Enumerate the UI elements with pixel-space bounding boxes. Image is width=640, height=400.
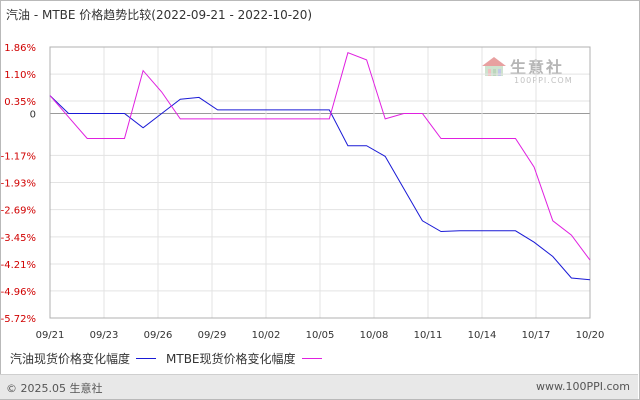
x-tick-label: 10/14 bbox=[468, 330, 497, 341]
x-tick-label: 09/29 bbox=[198, 330, 227, 341]
legend-label-gasoline: 汽油现货价格变化幅度 bbox=[10, 352, 131, 366]
legend-label-mtbe: MTBE现货价格变化幅度 bbox=[166, 352, 296, 366]
footer-bar: © 2025.05 生意社 www.100PPI.com bbox=[0, 374, 638, 399]
tick-layer: 1.86% 1.10% 0.35%0 -1.17% -1.93% -2.69% -3.45%… bbox=[1, 43, 605, 341]
y-tick-label: -5.72% bbox=[1, 314, 36, 325]
y-tick-label: -1.17% bbox=[1, 151, 36, 162]
y-tick-label: 0.35% bbox=[4, 97, 36, 108]
x-tick-label: 10/17 bbox=[522, 330, 551, 341]
footer-copyright: © 2025.05 生意社 bbox=[6, 382, 103, 395]
y-tick-label: -2.69% bbox=[1, 206, 36, 217]
y-tick-label: 1.10% bbox=[4, 70, 36, 81]
series-line-mtbe bbox=[49, 52, 591, 261]
x-tick-label: 10/20 bbox=[576, 330, 605, 341]
watermark-sub: 100PPI.COM bbox=[514, 76, 573, 85]
series-layer bbox=[49, 52, 591, 281]
y-tick-label: 0 bbox=[30, 109, 36, 120]
legend: 汽油现货价格变化幅度 MTBE现货价格变化幅度 bbox=[10, 350, 332, 367]
y-tick-label: -4.96% bbox=[1, 287, 36, 298]
x-tick-label: 10/02 bbox=[252, 330, 281, 341]
x-tick-label: 09/23 bbox=[90, 330, 119, 341]
plot-border bbox=[49, 46, 591, 319]
legend-swatch-mtbe bbox=[301, 358, 322, 359]
x-tick-label: 09/26 bbox=[144, 330, 173, 341]
y-tick-label: -4.21% bbox=[1, 260, 36, 271]
y-tick-label: -3.45% bbox=[1, 233, 36, 244]
x-tick-label: 10/11 bbox=[414, 330, 443, 341]
x-tick-label: 10/08 bbox=[360, 330, 389, 341]
chart-title: 汽油 - MTBE 价格趋势比较(2022-09-21 - 2022-10-20… bbox=[6, 8, 313, 22]
footer-site-link[interactable]: www.100PPI.com bbox=[536, 380, 630, 393]
watermark-logo-icon bbox=[482, 57, 506, 76]
y-tick-label: -1.93% bbox=[1, 179, 36, 190]
axis-layer bbox=[49, 46, 591, 319]
legend-swatch-gasoline bbox=[136, 358, 157, 359]
y-tick-label: 1.86% bbox=[4, 43, 36, 54]
x-tick-label: 09/21 bbox=[36, 330, 65, 341]
x-tick-label: 10/05 bbox=[306, 330, 335, 341]
series-line-gasoline bbox=[49, 95, 591, 281]
grid-layer bbox=[49, 46, 591, 319]
